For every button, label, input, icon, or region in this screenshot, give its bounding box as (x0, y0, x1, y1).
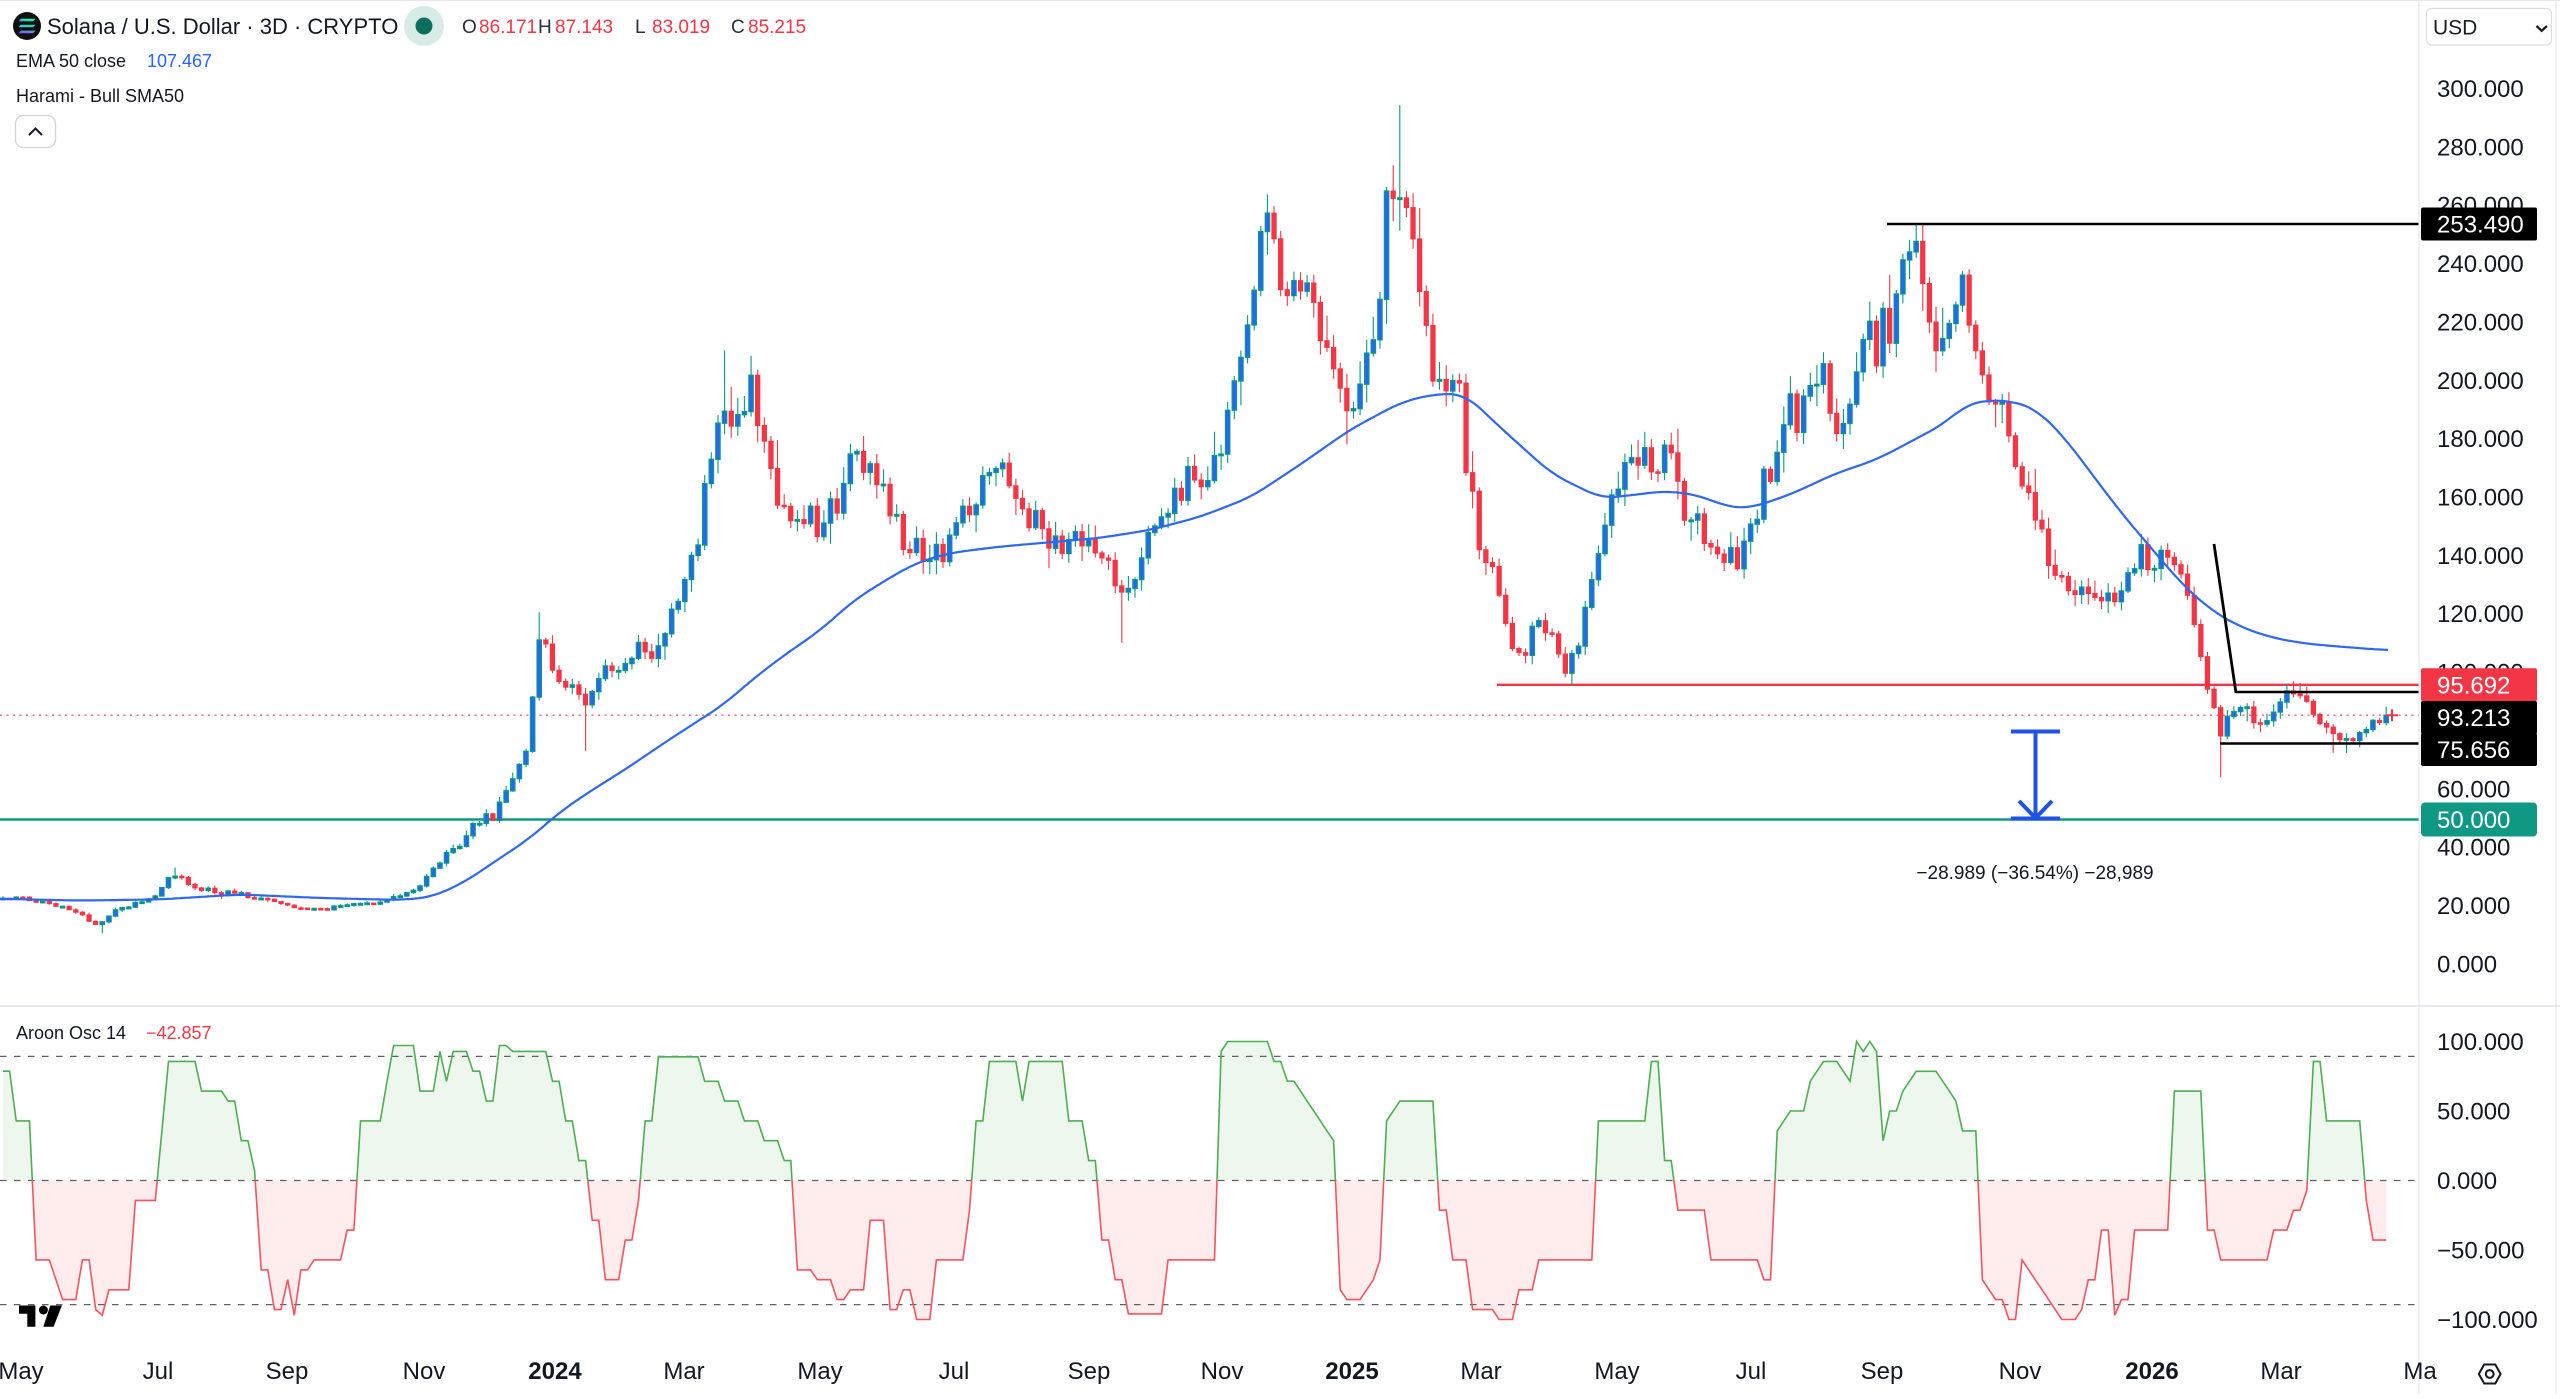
svg-text:Nov: Nov (403, 1358, 446, 1385)
svg-text:100.000: 100.000 (2437, 1029, 2524, 1056)
svg-text:Jul: Jul (939, 1358, 970, 1385)
svg-text:85.215: 85.215 (748, 17, 806, 38)
svg-text:Aroon Osc 14: Aroon Osc 14 (16, 1023, 126, 1043)
svg-text:2024: 2024 (528, 1358, 582, 1385)
svg-text:Jul: Jul (143, 1358, 174, 1385)
svg-text:USD: USD (2433, 17, 2477, 40)
svg-text:Mar: Mar (2260, 1358, 2301, 1385)
svg-text:C: C (731, 17, 745, 38)
svg-text:140.000: 140.000 (2437, 543, 2524, 570)
svg-text:83.019: 83.019 (652, 17, 710, 38)
svg-text:May: May (797, 1358, 842, 1385)
svg-text:200.000: 200.000 (2437, 368, 2524, 395)
svg-text:Ma: Ma (2403, 1358, 2437, 1385)
svg-text:93.213: 93.213 (2437, 705, 2510, 732)
svg-text:Jul: Jul (1736, 1358, 1767, 1385)
svg-text:300.000: 300.000 (2437, 76, 2524, 103)
svg-text:50.000: 50.000 (2437, 807, 2510, 834)
svg-text:L: L (635, 17, 646, 38)
svg-text:−100.000: −100.000 (2437, 1307, 2538, 1334)
svg-text:−28.989 (−36.54%) −28,989: −28.989 (−36.54%) −28,989 (1916, 863, 2153, 884)
svg-text:Sep: Sep (1068, 1358, 1111, 1385)
svg-text:240.000: 240.000 (2437, 251, 2524, 278)
svg-text:120.000: 120.000 (2437, 601, 2524, 628)
svg-text:Harami - Bull SMA50: Harami - Bull SMA50 (16, 86, 184, 106)
svg-text:Nov: Nov (1201, 1358, 1244, 1385)
svg-text:O: O (462, 17, 477, 38)
svg-text:220.000: 220.000 (2437, 309, 2524, 336)
svg-text:107.467: 107.467 (147, 51, 212, 71)
svg-text:Mar: Mar (1460, 1358, 1501, 1385)
svg-text:May: May (0, 1358, 44, 1385)
svg-text:H: H (538, 17, 552, 38)
svg-text:95.692: 95.692 (2437, 672, 2510, 699)
svg-text:0.000: 0.000 (2437, 951, 2497, 978)
svg-text:Nov: Nov (1999, 1358, 2042, 1385)
svg-text:280.000: 280.000 (2437, 134, 2524, 161)
svg-text:−42.857: −42.857 (146, 1023, 212, 1043)
svg-text:86.171: 86.171 (479, 17, 537, 38)
svg-text:Solana / U.S. Dollar · 3D · CR: Solana / U.S. Dollar · 3D · CRYPTO (47, 14, 398, 39)
svg-text:50.000: 50.000 (2437, 1099, 2510, 1126)
svg-text:20.000: 20.000 (2437, 893, 2510, 920)
svg-text:Mar: Mar (663, 1358, 704, 1385)
svg-text:2025: 2025 (1325, 1358, 1378, 1385)
svg-text:0.000: 0.000 (2437, 1168, 2497, 1195)
svg-text:May: May (1594, 1358, 1639, 1385)
svg-text:60.000: 60.000 (2437, 776, 2510, 803)
svg-text:253.490: 253.490 (2437, 212, 2524, 239)
svg-text:160.000: 160.000 (2437, 485, 2524, 512)
svg-text:EMA 50 close: EMA 50 close (16, 51, 126, 71)
svg-text:75.656: 75.656 (2437, 737, 2510, 764)
svg-text:Sep: Sep (1861, 1358, 1904, 1385)
svg-text:2026: 2026 (2125, 1358, 2178, 1385)
svg-text:180.000: 180.000 (2437, 426, 2524, 453)
svg-text:Sep: Sep (266, 1358, 309, 1385)
svg-text:40.000: 40.000 (2437, 835, 2510, 862)
svg-text:−50.000: −50.000 (2437, 1238, 2524, 1265)
svg-text:87.143: 87.143 (555, 17, 613, 38)
